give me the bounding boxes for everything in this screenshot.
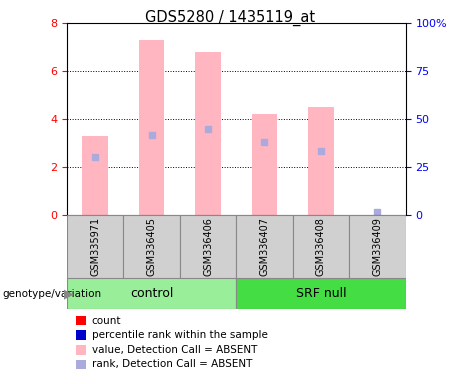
Text: GSM335971: GSM335971 (90, 217, 100, 276)
Bar (180, 215, 236, 278)
Bar (293, 215, 349, 278)
Bar (67, 215, 123, 278)
Text: GSM336408: GSM336408 (316, 217, 326, 276)
Bar (195, 52, 221, 215)
Text: control: control (130, 287, 173, 300)
Bar (349, 215, 406, 278)
Bar (139, 40, 164, 215)
Bar (252, 114, 277, 215)
Bar (67, 278, 236, 309)
Text: GDS5280 / 1435119_at: GDS5280 / 1435119_at (145, 10, 316, 26)
Text: genotype/variation: genotype/variation (2, 289, 101, 299)
Bar (83, 136, 108, 215)
Text: count: count (92, 316, 121, 326)
Text: GSM336405: GSM336405 (147, 217, 157, 276)
Text: GSM336409: GSM336409 (372, 217, 383, 276)
Text: GSM336407: GSM336407 (260, 217, 270, 276)
Text: rank, Detection Call = ABSENT: rank, Detection Call = ABSENT (92, 359, 252, 369)
Text: GSM336406: GSM336406 (203, 217, 213, 276)
Text: value, Detection Call = ABSENT: value, Detection Call = ABSENT (92, 345, 257, 355)
Bar (236, 215, 293, 278)
Text: ▶: ▶ (64, 287, 73, 300)
Text: SRF null: SRF null (296, 287, 346, 300)
Bar (123, 215, 180, 278)
Bar (308, 107, 334, 215)
Text: percentile rank within the sample: percentile rank within the sample (92, 330, 268, 340)
Bar (236, 278, 406, 309)
